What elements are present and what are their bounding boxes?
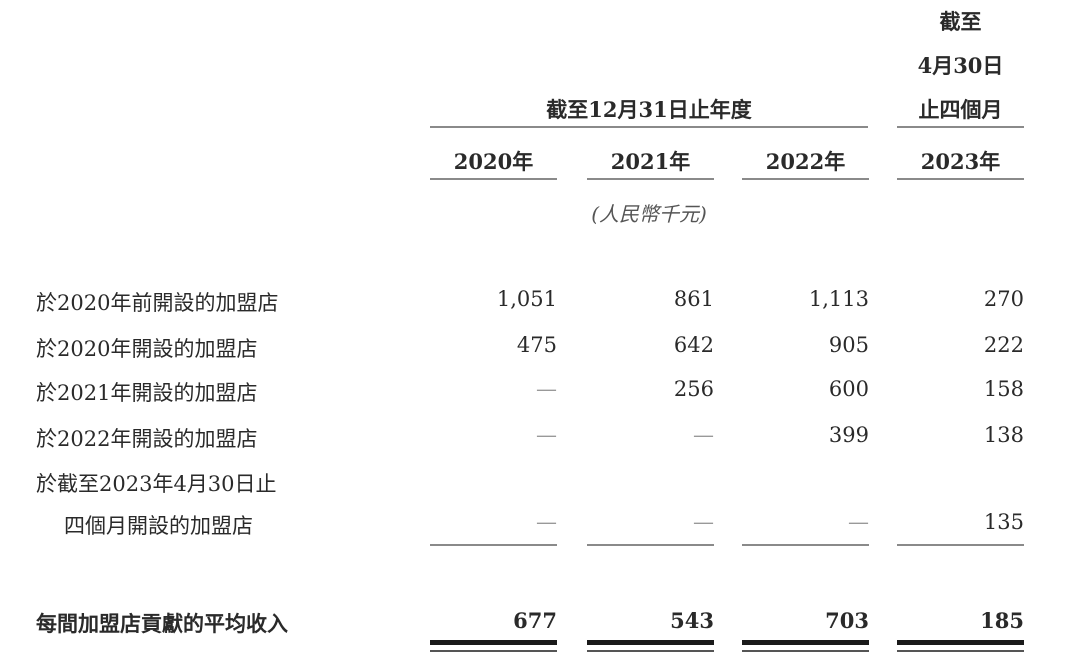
total-value: 703 (825, 608, 869, 633)
row-label: 於2022年開設的加盟店 (36, 427, 258, 451)
double-underline (430, 650, 557, 652)
row-value: 600 (828, 377, 869, 401)
double-underline (742, 640, 869, 645)
row-value: 905 (828, 333, 869, 357)
row-value: — (848, 510, 869, 534)
row-value: — (693, 423, 714, 447)
header-divider (897, 126, 1024, 128)
row-value: 1,113 (808, 287, 869, 311)
row-value: — (693, 510, 714, 534)
year-divider (742, 178, 869, 180)
year-divider (430, 178, 557, 180)
row-label: 於截至2023年4月30日止 (36, 472, 277, 496)
row-label: 於2020年開設的加盟店 (36, 337, 258, 361)
year-header: 2020年 (453, 149, 534, 174)
row-value: 642 (673, 333, 714, 357)
row-label: 於2020年前開設的加盟店 (36, 291, 279, 315)
double-underline (430, 640, 557, 645)
subtotal-divider (587, 544, 714, 546)
year-divider (587, 178, 714, 180)
year-header: 2022年 (765, 149, 846, 174)
total-label: 每間加盟店貢獻的平均收入 (36, 611, 288, 636)
row-value: 399 (828, 423, 869, 447)
row-value: — (536, 510, 557, 534)
subtotal-divider (742, 544, 869, 546)
row-value: 222 (983, 333, 1024, 357)
subtotal-divider (430, 544, 557, 546)
row-label-continued: 四個月開設的加盟店 (64, 514, 253, 538)
row-value: 270 (983, 287, 1024, 311)
year-divider (897, 178, 1024, 180)
row-value: 158 (983, 377, 1024, 401)
subtotal-divider (897, 544, 1024, 546)
row-label: 於2021年開設的加盟店 (36, 381, 258, 405)
double-underline (742, 650, 869, 652)
header-divider (430, 126, 868, 128)
row-value: 256 (673, 377, 714, 401)
total-value: 543 (670, 608, 714, 633)
double-underline (897, 650, 1024, 652)
row-value: 861 (673, 287, 714, 311)
row-value: 475 (516, 333, 557, 357)
total-value: 185 (980, 608, 1024, 633)
annual-period-header: 截至12月31日止年度 (546, 97, 752, 122)
row-value: 138 (983, 423, 1024, 447)
double-underline (587, 640, 714, 645)
row-value: 1,051 (496, 287, 557, 311)
double-underline (587, 650, 714, 652)
double-underline (897, 640, 1024, 645)
interim-header-line3: 止四個月 (918, 97, 1003, 122)
row-value: — (536, 377, 557, 401)
total-value: 677 (513, 608, 557, 633)
year-header: 2021年 (610, 149, 691, 174)
interim-header-line2: 4月30日 (917, 53, 1004, 78)
interim-header-line1: 截至 (939, 9, 982, 34)
year-header: 2023年 (920, 149, 1001, 174)
row-value: — (536, 423, 557, 447)
row-value: 135 (983, 510, 1024, 534)
unit-label: (人民幣千元) (591, 202, 707, 226)
